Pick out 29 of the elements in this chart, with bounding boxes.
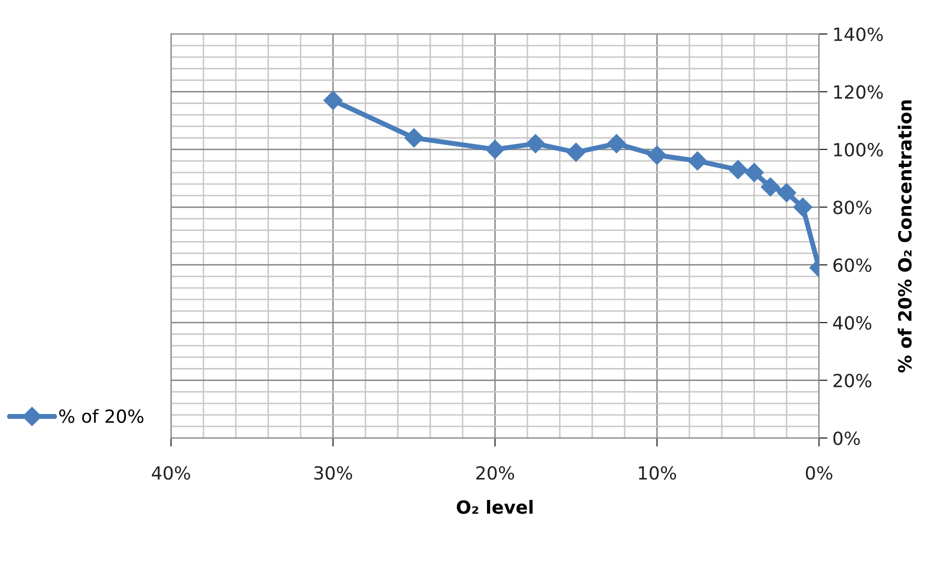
- point: [760, 177, 780, 196]
- point: [777, 183, 796, 202]
- point: [485, 140, 505, 159]
- y-tick-label: 140%: [834, 27, 883, 42]
- x-axis-title: O₂ level: [456, 500, 533, 514]
- point: [647, 146, 667, 165]
- y-tick-label: 60%: [833, 258, 872, 272]
- point: [566, 142, 586, 162]
- y-tick-label: 100%: [834, 142, 883, 157]
- point: [688, 151, 708, 170]
- point: [323, 90, 343, 110]
- y-tick-label: 120%: [834, 85, 883, 99]
- point: [793, 198, 812, 217]
- y-tick-label: 40%: [833, 316, 872, 330]
- point: [404, 128, 424, 148]
- x-tick-label: 0%: [806, 466, 832, 480]
- y-axis-title: % of 20% O₂ Concentration: [898, 100, 912, 372]
- point: [728, 160, 748, 180]
- point: [744, 162, 764, 182]
- y-tick-label: 20%: [834, 374, 872, 388]
- legend-label: % of 20%: [59, 409, 144, 424]
- point: [606, 134, 626, 154]
- point: [526, 134, 546, 154]
- x-tick-label: 30%: [314, 466, 352, 480]
- x-tick-label: 20%: [476, 466, 514, 480]
- y-tick-label: 80%: [833, 200, 872, 214]
- x-tick-label: 40%: [152, 466, 190, 480]
- y-tick-label: 0%: [833, 431, 860, 446]
- x-tick-label: 10%: [638, 466, 676, 480]
